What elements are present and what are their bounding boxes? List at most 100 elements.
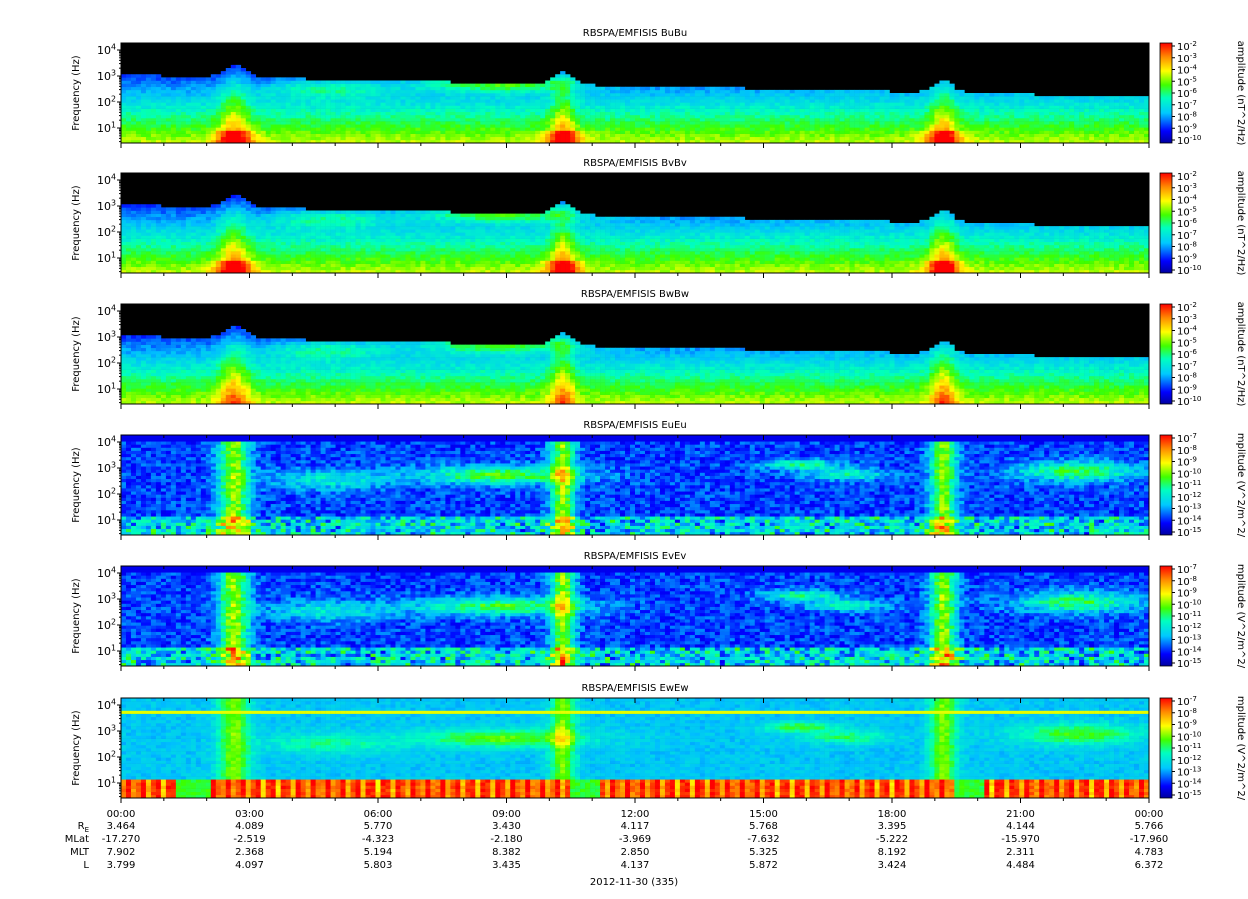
spectrogram-cell: [196, 106, 201, 109]
spectrogram-cell: [1069, 137, 1074, 140]
spectrogram-cell: [1019, 99, 1024, 102]
spectrogram-cell: [800, 96, 805, 99]
spectrogram-cell: [570, 102, 575, 105]
spectrogram-cell: [565, 115, 570, 118]
spectrogram-cell: [146, 81, 151, 84]
spectrogram-cell: [390, 112, 395, 115]
spectrogram-cell: [929, 124, 934, 127]
spectrogram-cell: [505, 127, 510, 130]
spectrogram-cell: [121, 127, 126, 130]
spectrogram-cell: [870, 115, 875, 118]
spectrogram-cell: [460, 109, 465, 112]
spectrogram-cell: [291, 121, 296, 124]
spectrogram-cell: [585, 106, 590, 109]
spectrogram-cell: [565, 124, 570, 127]
spectrogram-cell: [929, 106, 934, 109]
spectrogram-cell: [221, 109, 226, 112]
spectrogram-cell: [470, 137, 475, 140]
spectrogram-cell: [860, 118, 865, 121]
spectrogram-cell: [455, 90, 460, 93]
spectrogram-cell: [301, 115, 306, 118]
spectrogram-cell: [405, 127, 410, 130]
spectrogram-cell: [989, 96, 994, 99]
spectrogram-cell: [745, 115, 750, 118]
spectrogram-cell: [550, 77, 555, 80]
spectrogram-cell: [475, 96, 480, 99]
spectrogram-cell: [765, 127, 770, 130]
spectrogram-cell: [675, 90, 680, 93]
spectrogram-cell: [535, 109, 540, 112]
spectrogram-cell: [136, 232, 141, 235]
spectrogram-cell: [530, 131, 535, 134]
spectrogram-cell: [919, 102, 924, 105]
spectrogram-cell: [121, 124, 126, 127]
spectrogram-cell: [415, 112, 420, 115]
spectrogram-cell: [805, 124, 810, 127]
spectrogram-cell: [156, 236, 161, 239]
spectrogram-cell: [545, 99, 550, 102]
spectrogram-cell: [161, 232, 166, 235]
spectrogram-cell: [206, 131, 211, 134]
spectrogram-cell: [640, 131, 645, 134]
spectrogram-cell: [1034, 127, 1039, 130]
spectrogram-cell: [206, 257, 211, 260]
spectrogram-cell: [321, 99, 326, 102]
spectrogram-cell: [880, 90, 885, 93]
spectrogram-cell: [615, 137, 620, 140]
spectrogram-cell: [685, 121, 690, 124]
spectrogram-cell: [700, 87, 705, 90]
spectrogram-cell: [899, 124, 904, 127]
spectrogram-cell: [810, 137, 815, 140]
spectrogram-cell: [296, 134, 301, 137]
spectrogram-cell: [840, 102, 845, 105]
spectrogram-cell: [1019, 115, 1024, 118]
spectrogram-cell: [605, 99, 610, 102]
spectrogram-cell: [251, 74, 256, 77]
spectrogram-cell: [291, 106, 296, 109]
spectrogram-cell: [610, 121, 615, 124]
spectrogram-cell: [171, 121, 176, 124]
spectrogram-cell: [176, 90, 181, 93]
spectrogram-cell: [735, 115, 740, 118]
spectrogram-cell: [580, 115, 585, 118]
spectrogram-cell: [939, 109, 944, 112]
spectrogram-cell: [390, 127, 395, 130]
spectrogram-cell: [500, 102, 505, 105]
spectrogram-cell: [136, 251, 141, 254]
spectrogram-cell: [954, 96, 959, 99]
spectrogram-cell: [316, 121, 321, 124]
spectrogram-cell: [555, 137, 560, 140]
spectrogram-cell: [605, 96, 610, 99]
spectrogram-cell: [286, 87, 291, 90]
spectrogram-cell: [520, 84, 525, 87]
spectrogram-cell: [640, 115, 645, 118]
spectrogram-cell: [221, 99, 226, 102]
spectrogram-cell: [535, 106, 540, 109]
spectrogram-cell: [1039, 102, 1044, 105]
spectrogram-cell: [495, 90, 500, 93]
spectrogram-cell: [191, 251, 196, 254]
spectrogram-cell: [1089, 137, 1094, 140]
spectrogram-cell: [1039, 106, 1044, 109]
spectrogram-cell: [196, 99, 201, 102]
spectrogram-cell: [899, 115, 904, 118]
spectrogram-cell: [525, 134, 530, 137]
spectrogram-cell: [785, 112, 790, 115]
spectrogram-cell: [715, 102, 720, 105]
spectrogram-cell: [695, 118, 700, 121]
spectrogram-cell: [480, 127, 485, 130]
spectrogram-cell: [261, 96, 266, 99]
spectrogram-cell: [595, 112, 600, 115]
spectrogram-cell: [395, 115, 400, 118]
spectrogram-cell: [246, 267, 251, 270]
spectrogram-cell: [715, 99, 720, 102]
spectrogram-cell: [186, 115, 191, 118]
spectrogram-cell: [390, 137, 395, 140]
spectrogram-cell: [1054, 115, 1059, 118]
y-axis-label: Frequency (Hz): [71, 55, 82, 131]
spectrogram-cell: [835, 99, 840, 102]
spectrogram-cell: [346, 106, 351, 109]
spectrogram-cell: [395, 99, 400, 102]
spectrogram-cell: [620, 90, 625, 93]
spectrogram-cell: [271, 77, 276, 80]
